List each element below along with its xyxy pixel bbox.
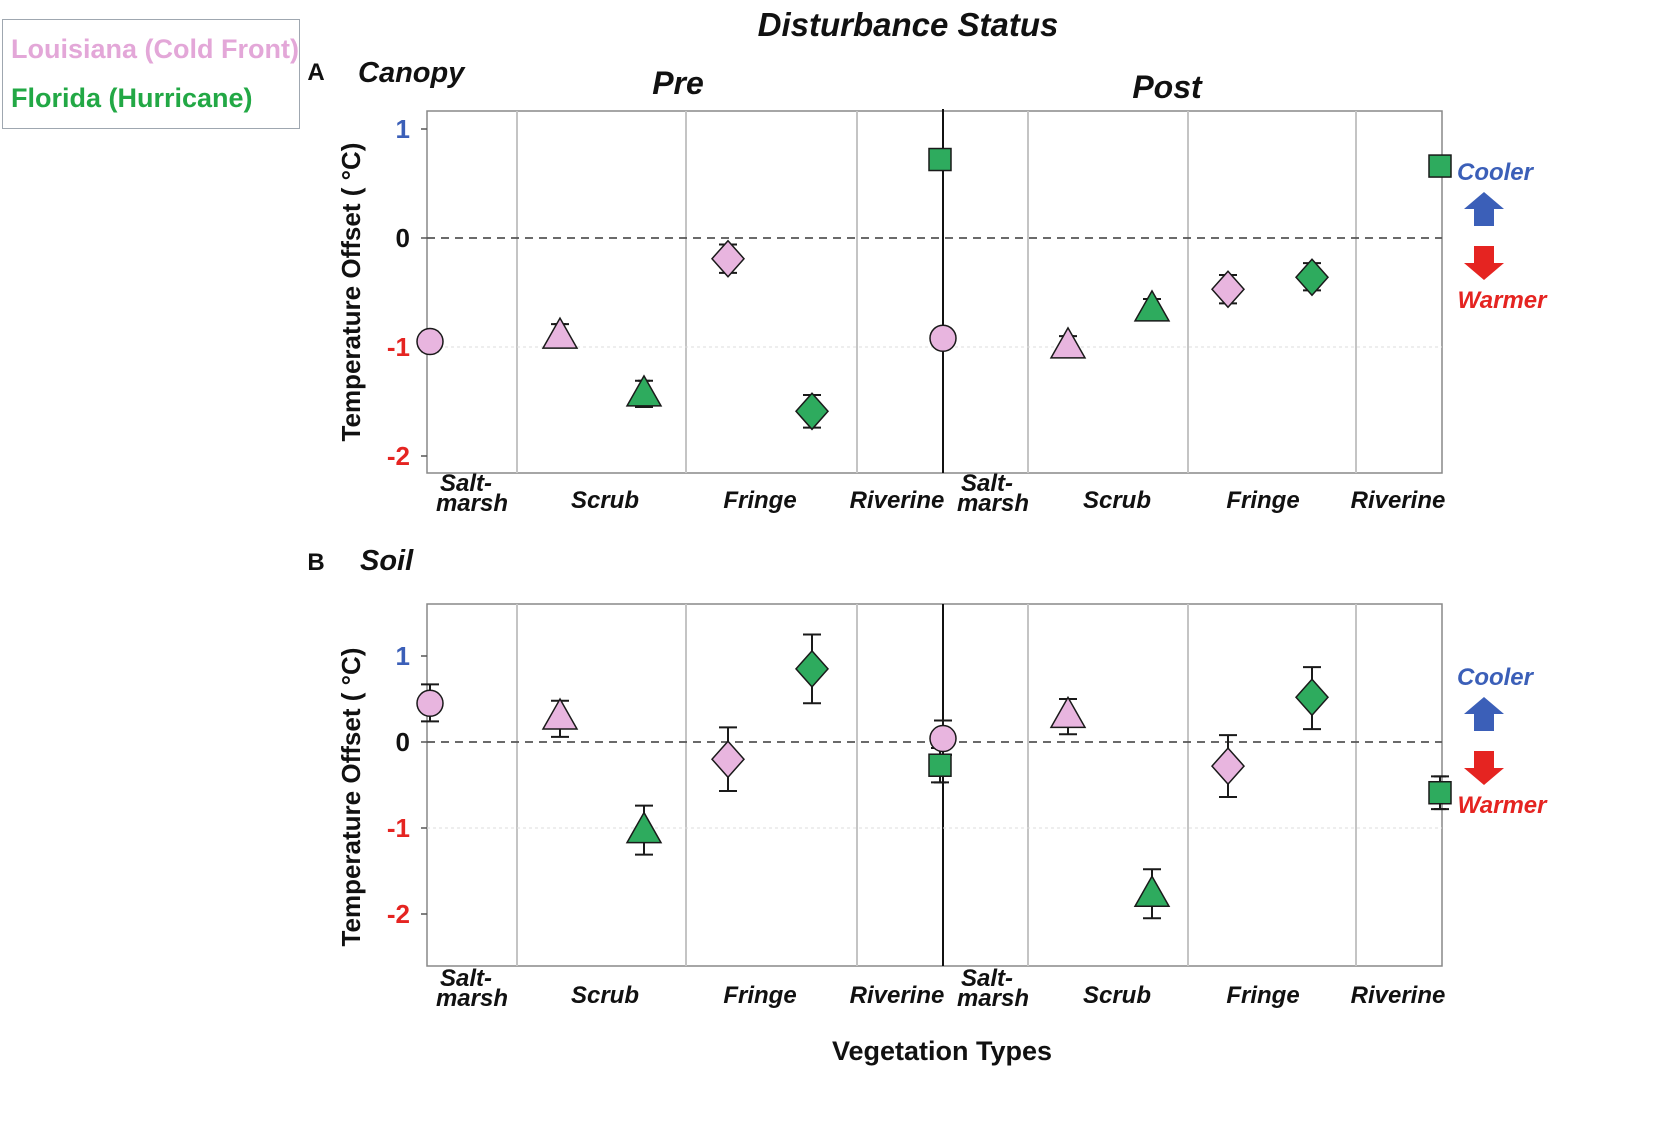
group-label-post: Post (1132, 69, 1203, 105)
y-tick-label: 0 (396, 223, 410, 253)
category-label: Riverine (850, 487, 945, 514)
point-la-pre-scrub (541, 316, 579, 349)
category-label: Riverine (1351, 487, 1446, 514)
category-label: Salt-marsh (957, 470, 1029, 517)
point-la-post-scrub (1049, 326, 1087, 359)
warmer-label: Warmer (1458, 287, 1549, 314)
point-la-post-fringe (1210, 746, 1246, 786)
point-fl-pre-scrub (625, 374, 663, 407)
cooler-arrow-icon (1464, 697, 1504, 731)
point-fl-post-scrub (1133, 874, 1171, 907)
category-label: Riverine (1351, 982, 1446, 1009)
panel-b: Salt-marsh Salt-marsh (421, 603, 1449, 1012)
panel-title: Soil (360, 545, 414, 577)
figure-title: Disturbance Status (758, 6, 1059, 43)
cooler-label: Cooler (1457, 159, 1535, 186)
category-label: Salt-marsh (436, 470, 508, 517)
cooler-arrow-icon (1464, 192, 1504, 226)
point-fl-post-scrub (1133, 289, 1171, 322)
point-fl-post-riverine (1428, 780, 1452, 805)
y-axis-title: Temperature Offset ( °C) (336, 143, 366, 442)
point-fl-pre-fringe (794, 649, 830, 689)
category-label: Fringe (1226, 487, 1299, 514)
category-label: Scrub (1083, 487, 1151, 514)
point-la-pre-saltmarsh (416, 689, 444, 718)
category-label: Scrub (571, 982, 639, 1009)
panel-letter: A (307, 59, 324, 86)
point-fl-pre-riverine (928, 147, 952, 172)
panel-letter: B (307, 549, 324, 576)
point-la-pre-saltmarsh (416, 327, 444, 356)
y-axis-title: Temperature Offset ( °C) (336, 648, 366, 947)
category-label: Riverine (850, 982, 945, 1009)
category-label: Salt-marsh (436, 965, 508, 1012)
point-la-post-fringe (1210, 270, 1246, 309)
point-la-pre-scrub (541, 697, 579, 730)
category-label: Fringe (723, 982, 796, 1009)
cooler-label: Cooler (1457, 664, 1535, 691)
plot-frame (426, 110, 1443, 474)
point-fl-pre-fringe (794, 392, 830, 431)
point-la-pre-fringe (710, 740, 746, 779)
y-tick-label: -2 (387, 441, 410, 471)
y-tick-label: -2 (387, 899, 410, 929)
point-fl-post-riverine (1428, 154, 1452, 178)
x-axis-title: Vegetation Types (832, 1036, 1052, 1066)
warmer-arrow-icon (1464, 751, 1504, 785)
category-label: Scrub (1083, 982, 1151, 1009)
category-label: Fringe (1226, 982, 1299, 1009)
legend-entry-louisiana: Louisiana (Cold Front) (11, 34, 299, 64)
point-la-post-saltmarsh (929, 324, 957, 353)
category-label: Salt-marsh (957, 965, 1029, 1012)
group-label-pre: Pre (652, 65, 704, 101)
point-la-post-saltmarsh (929, 724, 957, 753)
plot-frame (426, 603, 1443, 967)
point-fl-pre-riverine (928, 753, 952, 777)
y-tick-label: 0 (396, 727, 410, 757)
legend-entry-florida: Florida (Hurricane) (11, 83, 253, 113)
warmer-arrow-icon (1464, 246, 1504, 280)
y-tick-label: 1 (396, 114, 410, 144)
panel-a: Salt-marsh Salt-marsh (421, 109, 1449, 517)
point-fl-pre-scrub (625, 811, 663, 844)
y-tick-label: -1 (387, 813, 410, 843)
y-tick-label: -1 (387, 332, 410, 362)
category-label: Scrub (571, 487, 639, 514)
y-tick-label: 1 (396, 641, 410, 671)
panel-title: Canopy (358, 57, 466, 89)
warmer-label: Warmer (1458, 792, 1549, 819)
point-fl-post-fringe (1294, 678, 1330, 717)
point-fl-post-fringe (1294, 258, 1330, 297)
legend: Louisiana (Cold Front) Florida (Hurrican… (2, 19, 300, 129)
category-label: Fringe (723, 487, 796, 514)
point-la-pre-fringe (710, 239, 746, 278)
point-la-post-scrub (1049, 695, 1087, 729)
